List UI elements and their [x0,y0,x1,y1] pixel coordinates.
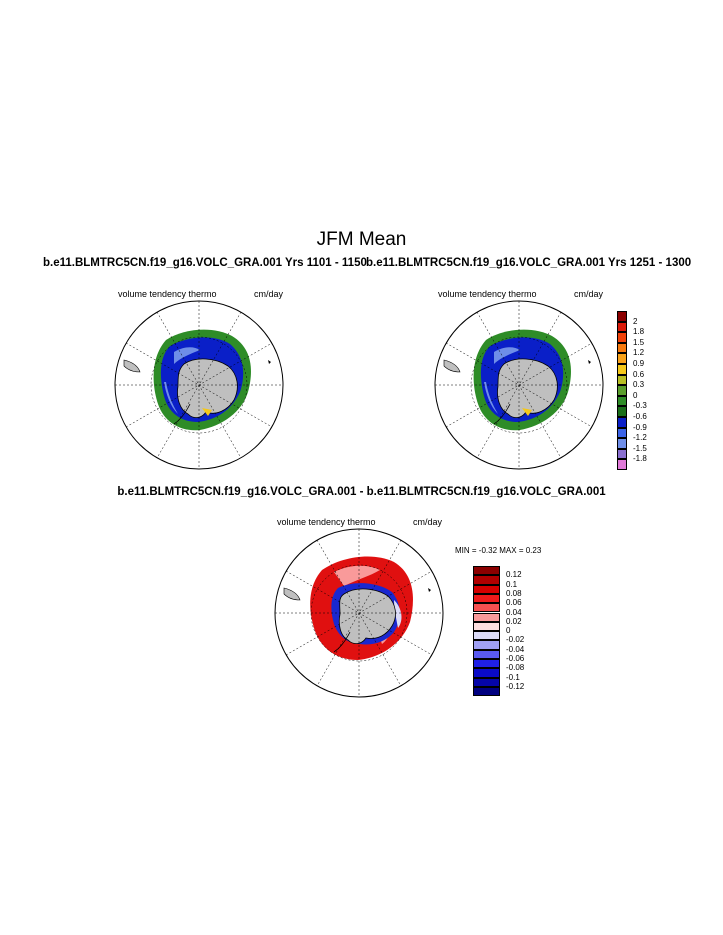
colorbar-main-swatch [617,364,627,375]
colorbar-main-swatch [617,385,627,396]
colorbar-main-swatch [617,321,627,333]
colorbar-main-swatch [617,311,627,322]
sea-ice-lightblue-2 [484,382,498,414]
colorbar-diff-label: 0.04 [506,607,522,617]
min-label: MIN = [455,546,477,555]
diff-white-patch [394,600,402,628]
colorbar-diff-swatch [473,584,500,594]
panel-3-minmax: MIN = -0.32 MAX = 0.23 [455,546,541,555]
polar-map-panel-2 [434,300,604,470]
panel-2-variable: volume tendency thermo [438,289,537,299]
graticule-3 [275,529,443,697]
south-america-tip [123,359,141,373]
colorbar-diff-label: -0.08 [506,663,525,673]
colorbar-main-label: -0.9 [633,422,647,432]
panel-3-title: b.e11.BLMTRC5CN.f19_g16.VOLC_GRA.001 - b… [117,486,606,498]
colorbar-diff-label: 0.08 [506,588,522,598]
antarctic-peninsula [493,403,511,425]
colorbar-diff-label: -0.06 [506,654,525,663]
graticule-2 [435,301,603,469]
south-america-tip [443,359,461,373]
colorbar-main-swatch [617,374,627,386]
panel-2-units: cm/day [574,289,604,299]
colorbar-main-label: 0.3 [633,380,645,390]
sea-ice-lightblue-2 [164,382,178,414]
colorbar-main-label: 0.6 [633,369,645,379]
colorbar-main-swatch [617,417,627,428]
colorbar-diff: 0.12 0.1 0.08 0.06 0.04 0.02 0 -0.02 -0.04 -0.06-… [473,566,525,706]
colorbar-main-label: -0.6 [633,412,647,421]
colorbar-diff-swatch [473,649,500,659]
colorbar-main-label: -0.3 [633,401,647,411]
diff-light-patch [334,565,380,586]
small-island [268,360,271,364]
colorbar-main-label: 0.9 [633,359,645,368]
panel-1-variable: volume tendency thermo [118,289,217,299]
colorbar-diff-label: 0.1 [506,579,518,589]
polar-map-panel-3 [274,528,444,698]
sea-ice-lightblue [174,347,200,364]
yellow-patch [522,408,532,416]
colorbar-diff-label: -0.02 [506,635,525,645]
small-island [428,588,431,592]
colorbar-main-label: 1.5 [633,337,645,347]
south-america-tip [283,587,301,601]
colorbar-main-swatch [617,406,627,417]
colorbar-main-label: -1.2 [633,433,647,443]
panel-1-units: cm/day [254,289,284,299]
antarctic-peninsula [173,403,191,425]
yellow-patch [202,408,212,416]
panel-2-title: b.e11.BLMTRC5CN.f19_g16.VOLC_GRA.001 Yrs… [366,257,692,269]
panel-3-units: cm/day [413,517,443,527]
colorbar-main-label: 1.8 [633,327,645,337]
colorbar-diff-swatch [473,621,500,632]
panel-1-title: b.e11.BLMTRC5CN.f19_g16.VOLC_GRA.001 Yrs… [43,257,367,269]
colorbar-diff-label: -0.12 [506,681,525,691]
max-label: MAX = [499,546,524,555]
graticule-1 [115,301,283,469]
colorbar-diff-swatch [473,677,500,687]
colorbar-main-swatch [617,459,627,470]
colorbar-main-label: 1.2 [633,348,645,358]
colorbar-diff-swatch [473,612,500,622]
colorbar-diff-swatch [473,631,500,641]
colorbar-main-swatch [617,353,627,364]
colorbar-main-swatch [617,395,627,407]
min-value: -0.32 [478,546,498,555]
colorbar-main-swatch [617,427,627,439]
main-title: JFM Mean [316,229,407,250]
colorbar-diff-label: -0.04 [506,644,525,654]
antarctic-peninsula [333,631,351,653]
colorbar-main-swatch [617,332,627,343]
colorbar-diff-swatch [473,668,500,678]
polar-map-panel-1 [114,300,284,470]
colorbar-main-label: -1.8 [633,454,647,464]
colorbar-diff-swatch [473,593,500,604]
colorbar-diff-label: 0.02 [506,616,522,626]
small-island [588,360,591,364]
colorbar-diff-label: 0.06 [506,598,522,608]
colorbar-diff-swatch [473,659,500,669]
colorbar-main-swatch [617,448,627,460]
colorbar-diff-label: 0 [506,626,511,636]
colorbar-diff-swatch [473,686,500,697]
colorbar-diff-label: 0.12 [506,570,522,580]
colorbar-main-label: 2 [633,316,638,326]
panel-3-variable: volume tendency thermo [277,517,376,527]
colorbar-diff-swatch [473,566,500,576]
colorbar-diff-label: -0.1 [506,672,520,682]
colorbar-main: 2 1.8 1.5 1.2 0.9 0.6 0.3 0 -0.3 -0.6 -0.9 -1.2 -1.5… [617,311,657,471]
max-value: 0.23 [525,546,542,555]
colorbar-diff-swatch [473,640,500,650]
colorbar-main-swatch [617,342,627,354]
sea-ice-lightblue [494,347,520,364]
colorbar-main-swatch [617,438,627,449]
colorbar-main-label: -1.5 [633,443,647,453]
colorbar-main-label: 0 [633,390,638,400]
colorbar-diff-swatch [473,575,500,585]
colorbar-diff-swatch [473,603,500,613]
